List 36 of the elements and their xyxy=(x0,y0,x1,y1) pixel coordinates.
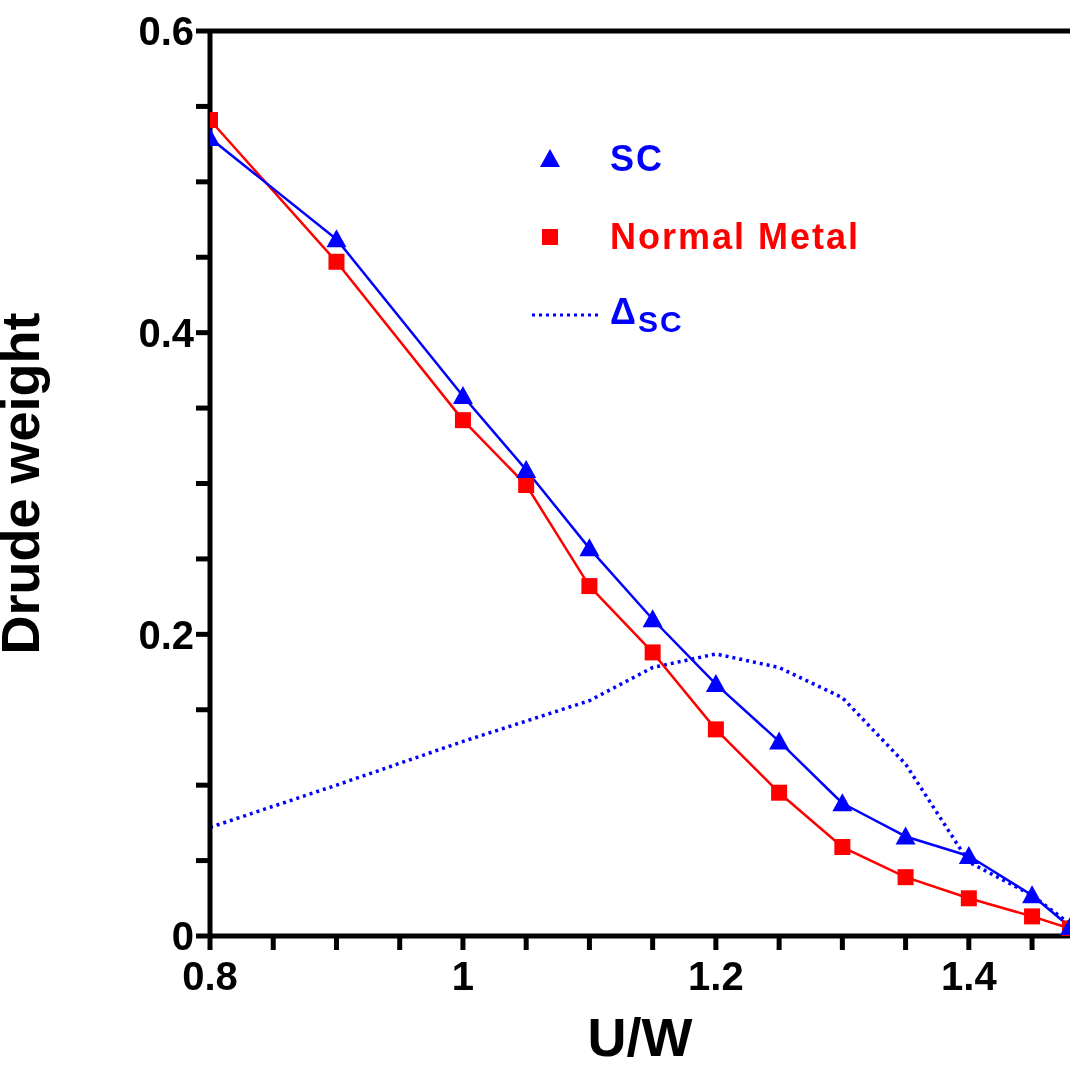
point xyxy=(642,609,663,628)
point xyxy=(834,839,851,856)
x-tick-label: 1.4 xyxy=(941,954,998,999)
point xyxy=(1022,885,1043,904)
point xyxy=(644,644,661,661)
point xyxy=(579,538,600,557)
legend-entry: SC xyxy=(530,120,861,198)
point xyxy=(769,731,790,750)
point xyxy=(832,793,853,812)
legend-label: SC xyxy=(610,138,665,180)
point xyxy=(518,477,535,494)
point xyxy=(1024,908,1041,925)
x-tick-label: 1 xyxy=(451,954,475,999)
y-axis-title: Drude weight xyxy=(0,312,51,655)
point xyxy=(705,674,726,693)
legend-label: Δ$_{SC}$ xyxy=(610,290,684,340)
point xyxy=(326,229,347,248)
y-tick-label: 0.4 xyxy=(138,310,195,355)
y-tick-label: 0.2 xyxy=(138,612,194,657)
point xyxy=(516,459,537,478)
legend-entry: Δ$_{SC}$ xyxy=(530,276,861,354)
point xyxy=(960,890,977,907)
point xyxy=(328,253,345,270)
point xyxy=(454,412,471,429)
point xyxy=(897,869,914,886)
point xyxy=(452,386,473,405)
point xyxy=(771,784,788,801)
legend-entry: Normal Metal xyxy=(530,198,861,276)
x-axis-title: U/W xyxy=(587,1007,693,1067)
legend-label: Normal Metal xyxy=(610,216,861,258)
point xyxy=(581,578,598,595)
point xyxy=(895,826,916,845)
x-tick-label: 1.2 xyxy=(688,954,744,999)
y-tick-label: 0.6 xyxy=(138,9,194,54)
point xyxy=(958,846,979,865)
point xyxy=(707,721,724,738)
